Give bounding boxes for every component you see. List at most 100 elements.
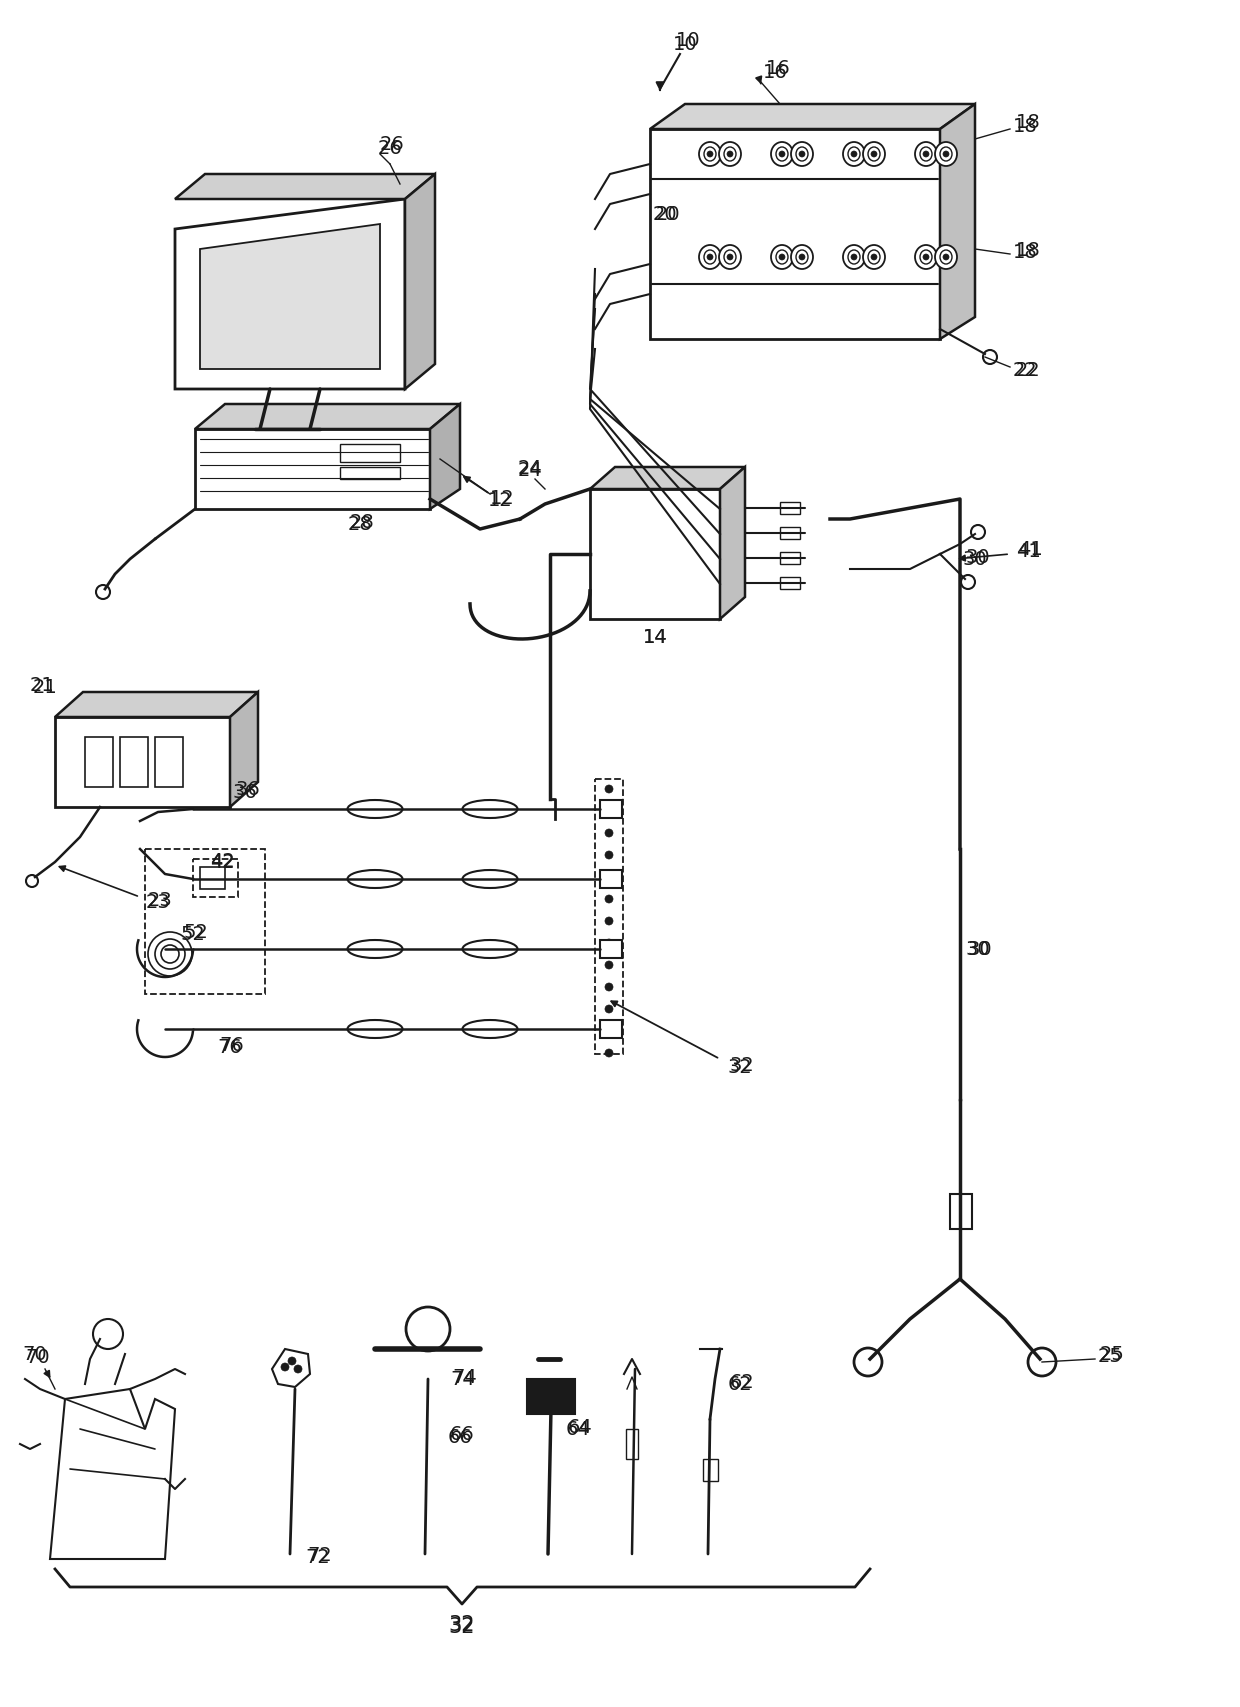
Circle shape bbox=[779, 152, 785, 159]
Text: 22: 22 bbox=[1016, 360, 1040, 379]
Polygon shape bbox=[272, 1349, 310, 1388]
Bar bbox=[200, 867, 224, 889]
Polygon shape bbox=[229, 693, 258, 807]
Polygon shape bbox=[590, 490, 720, 620]
Circle shape bbox=[294, 1366, 303, 1372]
Circle shape bbox=[605, 917, 613, 925]
Text: 24: 24 bbox=[517, 457, 542, 478]
Text: 18: 18 bbox=[1016, 241, 1040, 259]
Circle shape bbox=[605, 1005, 613, 1014]
Text: 52: 52 bbox=[181, 925, 206, 944]
Bar bbox=[600, 871, 622, 888]
Text: 42: 42 bbox=[210, 854, 234, 872]
Text: 14: 14 bbox=[642, 628, 667, 647]
Ellipse shape bbox=[915, 143, 937, 167]
Circle shape bbox=[605, 1028, 613, 1036]
Polygon shape bbox=[405, 174, 435, 389]
Circle shape bbox=[870, 254, 877, 261]
Polygon shape bbox=[650, 130, 940, 340]
Circle shape bbox=[923, 152, 929, 159]
Ellipse shape bbox=[463, 1021, 517, 1038]
Circle shape bbox=[405, 1308, 450, 1352]
Circle shape bbox=[605, 939, 613, 947]
Ellipse shape bbox=[724, 149, 737, 162]
Polygon shape bbox=[195, 405, 460, 430]
Text: 62: 62 bbox=[729, 1372, 754, 1391]
Text: 28: 28 bbox=[350, 514, 374, 533]
Circle shape bbox=[851, 254, 857, 261]
Text: 18: 18 bbox=[1016, 113, 1040, 133]
Ellipse shape bbox=[868, 251, 880, 265]
Ellipse shape bbox=[771, 143, 794, 167]
Text: 32: 32 bbox=[449, 1615, 475, 1634]
Bar bbox=[527, 1379, 575, 1413]
Ellipse shape bbox=[347, 941, 403, 958]
Circle shape bbox=[93, 1320, 123, 1349]
Text: 32: 32 bbox=[728, 1058, 753, 1077]
Ellipse shape bbox=[724, 251, 737, 265]
Circle shape bbox=[605, 874, 613, 881]
Text: 36: 36 bbox=[233, 784, 258, 802]
Text: 21: 21 bbox=[32, 678, 57, 696]
Text: 12: 12 bbox=[490, 488, 515, 507]
Text: 76: 76 bbox=[218, 1038, 242, 1057]
Circle shape bbox=[605, 830, 613, 838]
Circle shape bbox=[983, 352, 997, 365]
Ellipse shape bbox=[719, 143, 742, 167]
Circle shape bbox=[1028, 1349, 1056, 1376]
Circle shape bbox=[727, 254, 733, 261]
Polygon shape bbox=[175, 200, 405, 389]
Ellipse shape bbox=[935, 143, 957, 167]
Circle shape bbox=[971, 526, 985, 539]
Text: 21: 21 bbox=[30, 676, 55, 695]
Polygon shape bbox=[940, 104, 975, 340]
Text: 64: 64 bbox=[568, 1419, 593, 1437]
Ellipse shape bbox=[704, 251, 715, 265]
Polygon shape bbox=[590, 468, 745, 490]
Text: 10: 10 bbox=[672, 36, 697, 55]
Text: 66: 66 bbox=[450, 1425, 475, 1444]
Circle shape bbox=[851, 152, 857, 159]
Text: 22: 22 bbox=[1013, 360, 1038, 379]
Circle shape bbox=[288, 1357, 296, 1366]
Ellipse shape bbox=[719, 246, 742, 270]
Ellipse shape bbox=[940, 251, 952, 265]
Text: 52: 52 bbox=[184, 923, 208, 942]
Text: 23: 23 bbox=[145, 893, 170, 912]
Ellipse shape bbox=[347, 871, 403, 888]
Ellipse shape bbox=[843, 143, 866, 167]
Text: 42: 42 bbox=[210, 852, 234, 871]
Text: 18: 18 bbox=[1013, 244, 1038, 263]
Ellipse shape bbox=[915, 246, 937, 270]
Circle shape bbox=[727, 152, 733, 159]
Polygon shape bbox=[650, 104, 975, 130]
Bar bbox=[86, 737, 113, 787]
Polygon shape bbox=[200, 225, 379, 370]
Ellipse shape bbox=[920, 251, 932, 265]
Circle shape bbox=[605, 1050, 613, 1057]
Bar bbox=[780, 527, 800, 539]
Ellipse shape bbox=[940, 149, 952, 162]
Ellipse shape bbox=[920, 149, 932, 162]
Ellipse shape bbox=[776, 149, 787, 162]
Text: 62: 62 bbox=[728, 1374, 753, 1393]
Polygon shape bbox=[195, 430, 430, 510]
Polygon shape bbox=[55, 693, 258, 717]
Text: 16: 16 bbox=[765, 58, 790, 77]
Circle shape bbox=[799, 152, 805, 159]
Text: 25: 25 bbox=[1100, 1345, 1125, 1364]
Bar bbox=[340, 468, 401, 480]
Bar bbox=[780, 577, 800, 589]
Text: 72: 72 bbox=[308, 1545, 332, 1565]
Ellipse shape bbox=[463, 801, 517, 819]
Text: 66: 66 bbox=[448, 1427, 472, 1446]
Text: 74: 74 bbox=[453, 1367, 477, 1386]
Ellipse shape bbox=[868, 149, 880, 162]
Text: 28: 28 bbox=[347, 516, 372, 534]
Ellipse shape bbox=[796, 251, 808, 265]
Bar bbox=[120, 737, 148, 787]
Polygon shape bbox=[430, 405, 460, 510]
Circle shape bbox=[854, 1349, 882, 1376]
Ellipse shape bbox=[791, 143, 813, 167]
Text: 24: 24 bbox=[517, 461, 542, 480]
